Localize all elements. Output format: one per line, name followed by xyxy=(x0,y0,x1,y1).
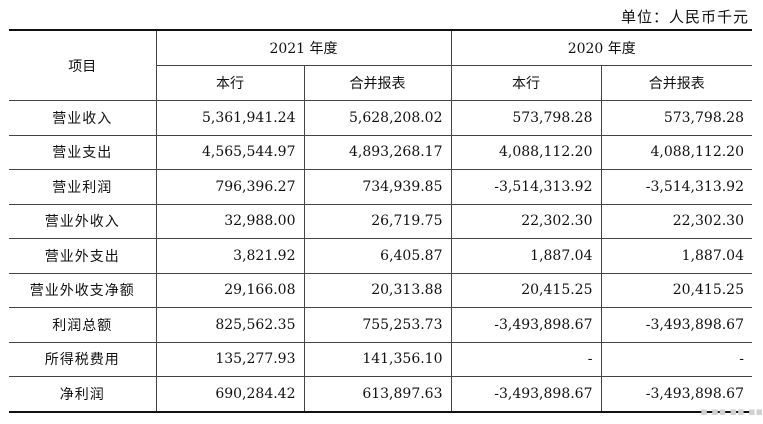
cell-2021-consolidated: 755,253.73 xyxy=(303,307,452,343)
cell-2020-bank: - xyxy=(450,341,602,377)
header-year-2020: 2020 年度 xyxy=(450,29,752,66)
cell-2020-bank: -3,514,313.92 xyxy=(450,169,602,205)
unit-label: 单位：人民币千元 xyxy=(620,8,749,26)
header-row-years: 项目 2021 年度 2020 年度 xyxy=(9,29,752,101)
cell-2021-consolidated: 6,405.87 xyxy=(303,238,452,274)
cell-2020-consolidated: -3,493,898.67 xyxy=(600,307,752,343)
row-label: 营业支出 xyxy=(9,134,157,170)
cell-2020-consolidated: -3,493,898.67 xyxy=(600,376,752,412)
table-body: 营业收入 5,361,941.24 5,628,208.02 573,798.28 57… xyxy=(9,100,752,412)
corner-watermark: ▪ ▪▪ ▪▪ ▪▪ xyxy=(700,405,763,418)
row-label: 营业外收入 xyxy=(9,203,157,239)
cell-2020-consolidated: 4,088,112.20 xyxy=(600,134,752,170)
header-year-2021: 2021 年度 xyxy=(155,29,452,66)
header-2021-consolidated: 合并报表 xyxy=(303,65,452,101)
header-row-scope: 本行 合并报表 本行 合并报表 xyxy=(9,65,752,101)
cell-2021-bank: 4,565,544.97 xyxy=(155,134,305,170)
row-label: 营业外收支净额 xyxy=(9,272,157,308)
cell-2021-consolidated: 5,628,208.02 xyxy=(303,100,452,136)
cell-2021-bank: 796,396.27 xyxy=(155,169,305,205)
cell-2021-bank: 825,562.35 xyxy=(155,307,305,343)
table-row: 营业外收支净额 29,166.08 20,313.88 20,415.25 20,415… xyxy=(9,272,752,308)
cell-2020-bank: 1,887.04 xyxy=(450,238,602,274)
table-row: 营业外支出 3,821.92 6,405.87 1,887.04 1,887.04 xyxy=(9,238,752,274)
cell-2021-consolidated: 734,939.85 xyxy=(303,169,452,205)
table-row: 所得税费用 135,277.93 141,356.10- - xyxy=(9,341,752,377)
cell-2021-bank: 3,821.92 xyxy=(155,238,305,274)
header-2020-bank: 本行 xyxy=(450,65,602,101)
row-label: 利润总额 xyxy=(9,307,157,343)
cell-2020-bank: 573,798.28 xyxy=(450,100,602,136)
table-row: 营业利润 796,396.27 734,939.85 -3,514,313.92 -3,… xyxy=(9,169,752,205)
row-label: 营业收入 xyxy=(9,100,157,136)
cell-2020-bank: -3,493,898.67 xyxy=(450,376,602,412)
cell-2021-consolidated: 613,897.63 xyxy=(303,376,452,412)
table-row: 营业收入 5,361,941.24 5,628,208.02 573,798.28 57… xyxy=(9,100,752,136)
cell-2021-bank: 29,166.08 xyxy=(155,272,305,308)
cell-2020-bank: -3,493,898.67 xyxy=(450,307,602,343)
table-row: 营业外收入 32,988.00 26,719.75 22,302.30 22,302.3… xyxy=(9,203,752,239)
row-label: 营业外支出 xyxy=(9,238,157,274)
row-label: 所得税费用 xyxy=(9,341,157,377)
table-row: 净利润 690,284.42 613,897.63 -3,493,898.67 -3,4… xyxy=(9,376,752,412)
header-2021-bank: 本行 xyxy=(156,65,305,101)
financial-table: 项目 2021 年度 2020 年度 本行 合并报表 本行 合并报表 营业收入 5… xyxy=(9,29,752,413)
row-label: 营业利润 xyxy=(9,169,157,205)
cell-2021-bank: 32,988.00 xyxy=(155,203,305,239)
cell-2021-consolidated: 20,313.88 xyxy=(303,272,452,308)
cell-2021-bank: 135,277.93 xyxy=(155,341,305,377)
cell-2020-bank: 4,088,112.20 xyxy=(450,134,602,170)
cell-2020-consolidated: 22,302.30 xyxy=(600,203,752,239)
table-row: 营业支出 4,565,544.97 4,893,268.17 4,088,112.20… xyxy=(9,134,752,170)
cell-2021-consolidated: 4,893,268.17 xyxy=(303,134,452,170)
cell-2020-consolidated: 20,415.25 xyxy=(600,272,752,308)
cell-2021-consolidated: 26,719.75 xyxy=(303,203,452,239)
header-item: 项目 xyxy=(9,29,157,101)
cell-2020-consolidated: - xyxy=(600,341,752,377)
cell-2020-bank: 22,302.30 xyxy=(450,203,602,239)
header-2020-consolidated: 合并报表 xyxy=(600,65,752,101)
cell-2021-bank: 690,284.42 xyxy=(155,376,305,412)
cell-2020-consolidated: 1,887.04 xyxy=(600,238,752,274)
cell-2020-bank: 20,415.25 xyxy=(450,272,602,308)
cell-2020-consolidated: 573,798.28 xyxy=(600,100,752,136)
table-row: 利润总额 825,562.35 755,253.73 -3,493,898.67 -3,… xyxy=(9,307,752,343)
cell-2021-bank: 5,361,941.24 xyxy=(155,100,305,136)
cell-2021-consolidated: 141,356.10 xyxy=(303,341,452,377)
row-label: 净利润 xyxy=(9,376,157,412)
cell-2020-consolidated: -3,514,313.92 xyxy=(600,169,752,205)
